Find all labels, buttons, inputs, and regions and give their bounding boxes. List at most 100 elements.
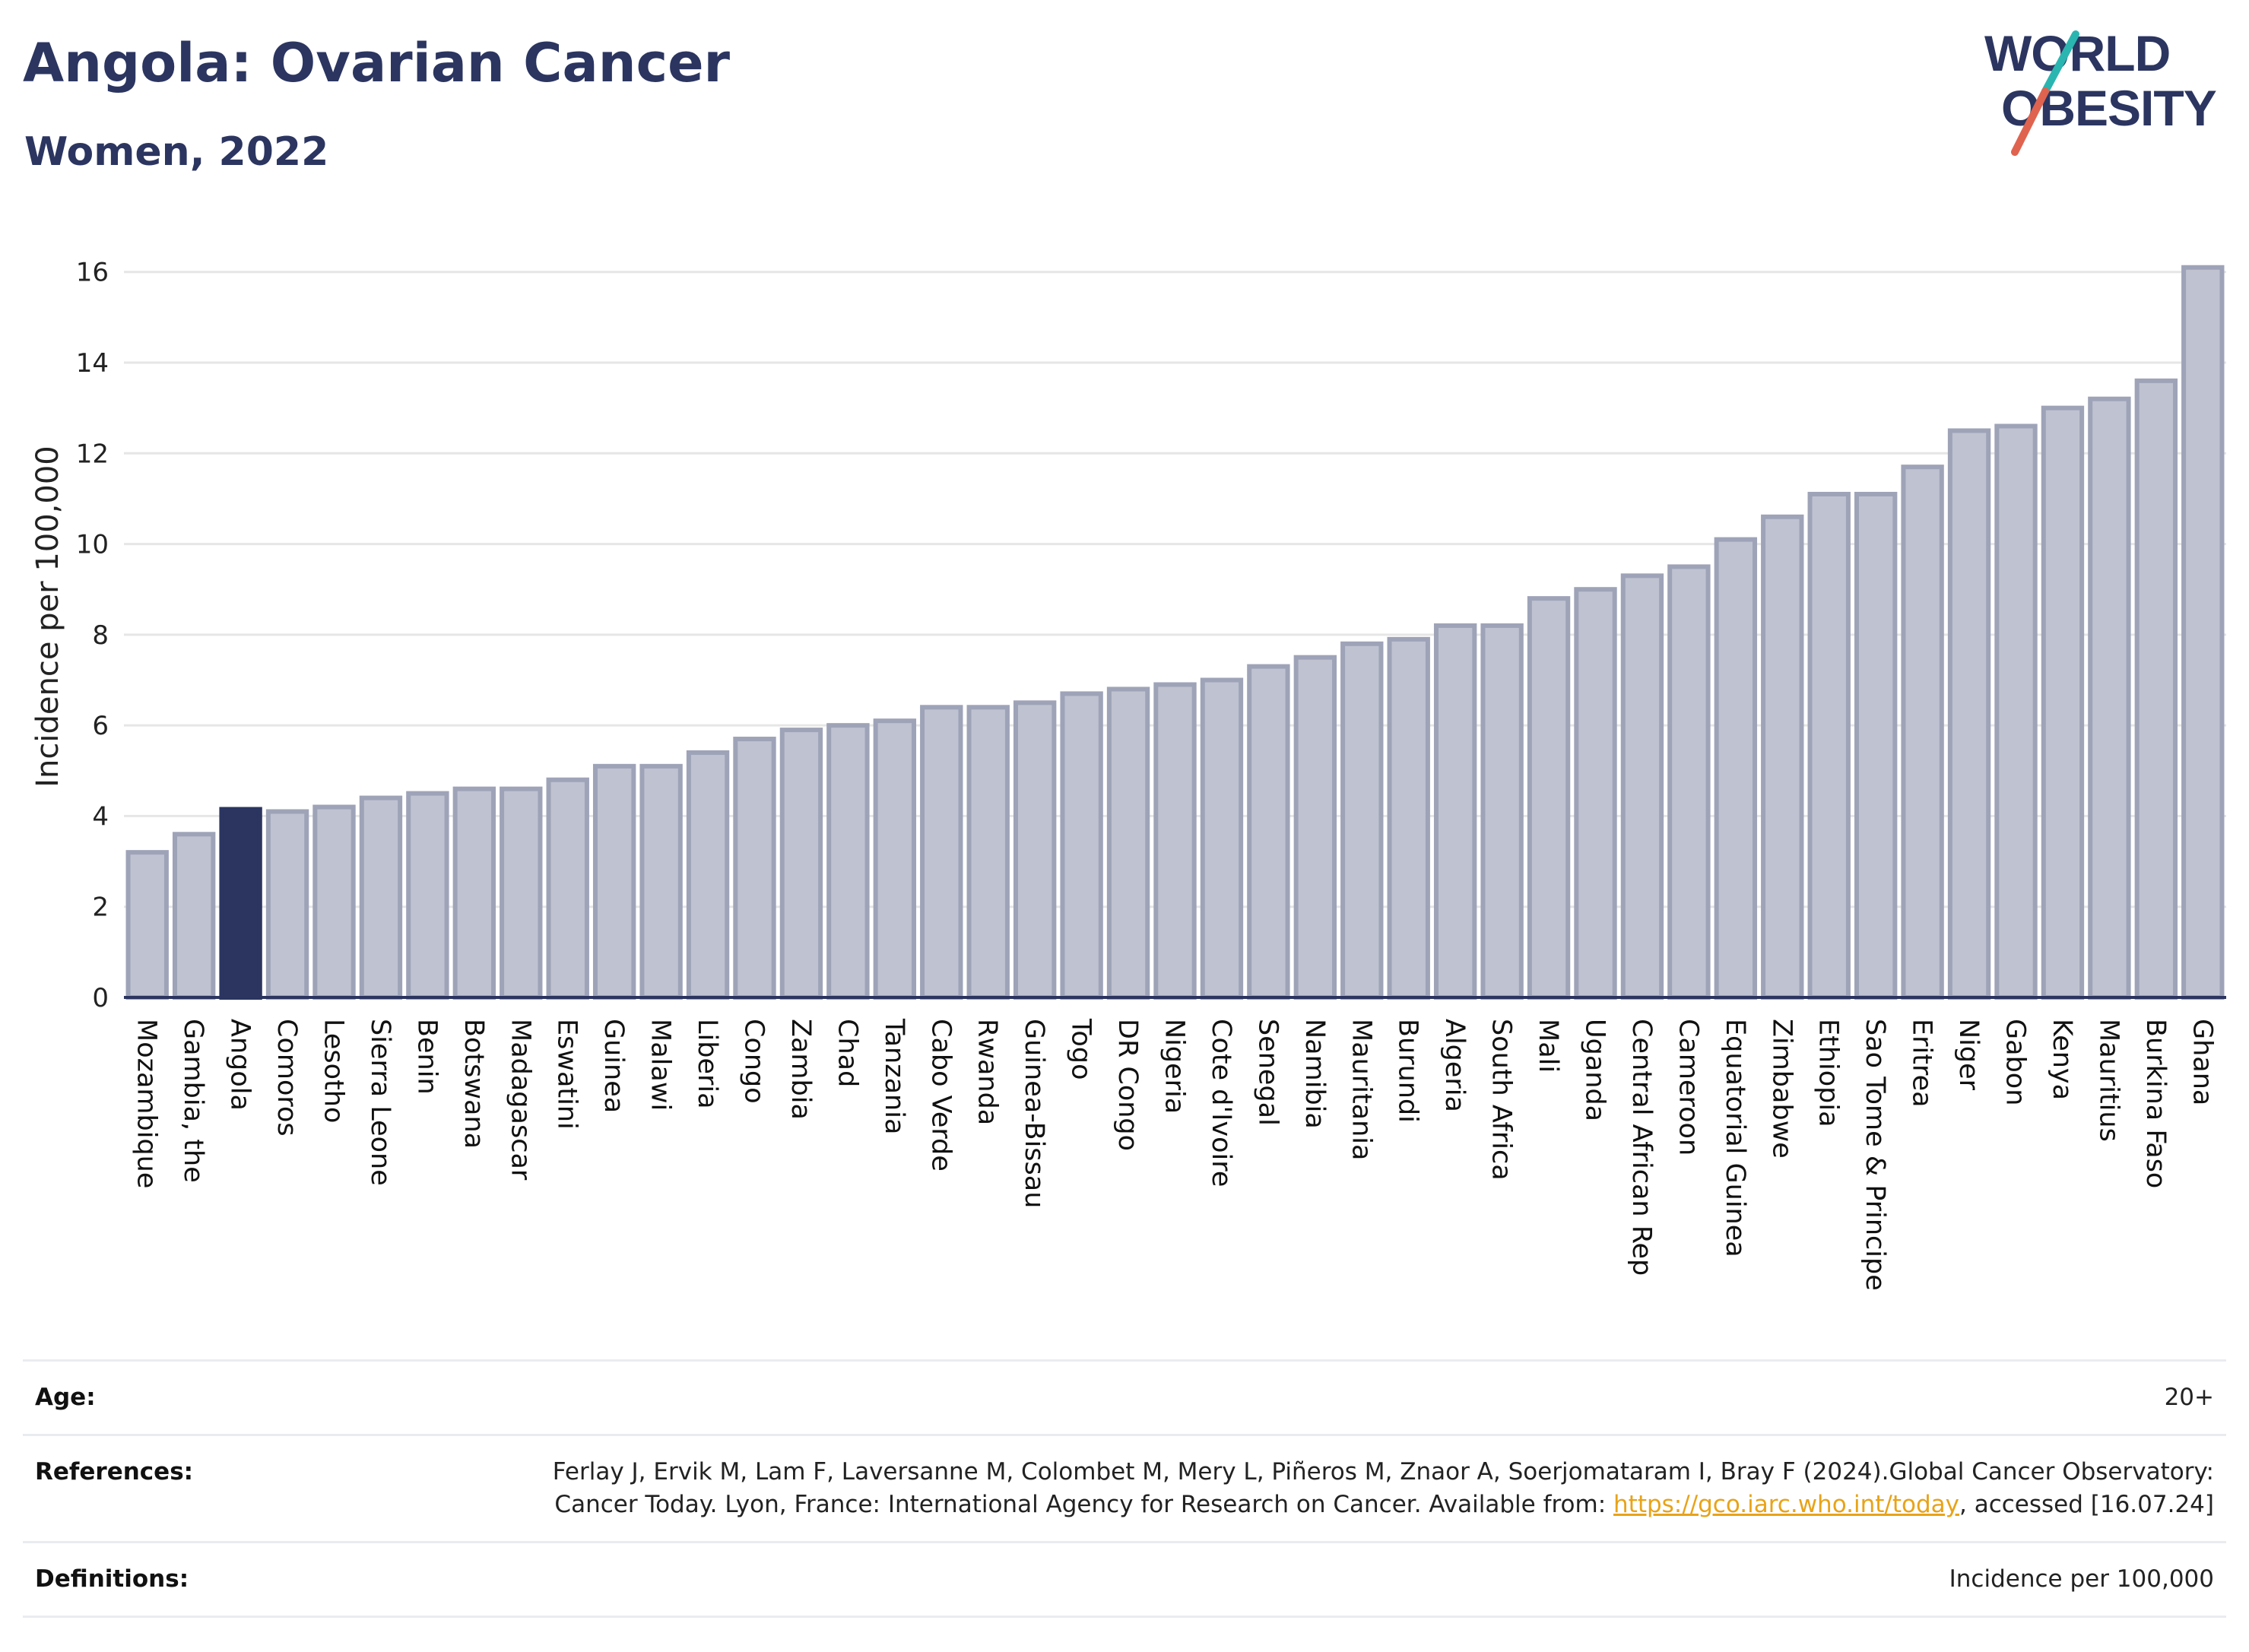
bar: [1901, 465, 1944, 1000]
bar: [1527, 596, 1571, 1000]
bar: [1854, 491, 1898, 1000]
x-tick-label: Mozambique: [132, 1019, 162, 1188]
x-tick-label: Cote d'Ivoire: [1206, 1019, 1236, 1187]
x-tick-label: Algeria: [1439, 1019, 1470, 1112]
info-value-definitions: Incidence per 100,000: [1949, 1565, 2214, 1593]
x-tick-label: Madagascar: [505, 1019, 535, 1181]
references-suffix: , accessed [16.07.24]: [1959, 1491, 2214, 1518]
x-tick-label: Botswana: [458, 1019, 489, 1149]
x-tick-label: Equatorial Guinea: [1720, 1019, 1750, 1257]
x-tick-label: Chad: [832, 1019, 862, 1087]
y-tick-label: 12: [76, 439, 109, 469]
x-tick-label: Mauritius: [2093, 1019, 2124, 1142]
y-tick-label: 0: [92, 983, 109, 1013]
x-tick-label: Cabo Verde: [925, 1019, 956, 1172]
bar: [1340, 641, 1384, 1000]
x-tick-label: Niger: [1953, 1019, 1984, 1091]
x-tick-label: Nigeria: [1159, 1019, 1190, 1114]
bar: [312, 804, 356, 1000]
bar: [1667, 564, 1711, 1000]
x-tick-label: Namibia: [1299, 1019, 1330, 1129]
references-link[interactable]: https://gco.iarc.who.int/today: [1613, 1491, 1959, 1518]
bar: [1106, 686, 1150, 1000]
y-tick-label: 16: [76, 258, 109, 288]
bar: [966, 705, 1010, 1000]
bar: [406, 791, 449, 1000]
x-tick-label: Liberia: [692, 1019, 722, 1109]
bar: [1293, 655, 1337, 1000]
bar: [2041, 405, 2085, 1000]
bar-chart: 0 2 4 6 8 10 12 14 16 Incidence per 100,000 Mozamb…: [30, 258, 2226, 1291]
x-tick-label: Togo: [1066, 1018, 1096, 1080]
x-tick-label: DR Congo: [1112, 1019, 1143, 1151]
x-tick-label: Malawi: [646, 1019, 676, 1111]
bar: [1433, 623, 1477, 1000]
bar: [1761, 514, 1804, 1000]
info-value-age: 20+: [2164, 1384, 2214, 1411]
bar: [1947, 428, 1991, 1000]
bar: [639, 763, 683, 1000]
x-tick-label: Benin: [411, 1019, 442, 1095]
bar: [1153, 682, 1197, 1000]
x-tick-label: Mauritania: [1346, 1019, 1376, 1160]
x-tick-label: Burkina Faso: [2140, 1019, 2171, 1188]
bar: [1994, 423, 2038, 1000]
x-tick-label: Sierra Leone: [365, 1019, 395, 1186]
y-tick-label: 2: [92, 893, 109, 923]
x-tick-label: Zambia: [785, 1019, 816, 1120]
page-subtitle: Women, 2022: [24, 129, 329, 175]
world-obesity-logo: WORLD OBESITY: [1984, 25, 2217, 156]
bar: [546, 777, 589, 1000]
logo-slash-top: [2041, 30, 2079, 95]
bar: [779, 728, 823, 1000]
bar: [733, 737, 776, 1000]
page-title: Angola: Ovarian Cancer: [23, 32, 731, 94]
x-tick-label: Mali: [1533, 1019, 1563, 1073]
x-tick-label: Senegal: [1252, 1019, 1283, 1126]
bar: [920, 705, 963, 1000]
x-tick-label: Burundi: [1393, 1019, 1423, 1123]
x-tick-label: Lesotho: [319, 1019, 349, 1123]
info-key-references: References:: [35, 1458, 194, 1486]
y-tick-label: 8: [92, 620, 109, 651]
x-tick-label: Ghana: [2187, 1019, 2217, 1105]
x-tick-label: Angola: [225, 1019, 255, 1111]
x-tick-label: Cameroon: [1673, 1019, 1703, 1156]
y-tick-label: 14: [76, 348, 109, 379]
x-tick-label: Guinea: [598, 1019, 629, 1113]
x-tick-label: Eritrea: [1907, 1019, 1937, 1108]
info-key-age: Age:: [35, 1384, 96, 1411]
x-tick-label: Guinea-Bissau: [1019, 1019, 1049, 1208]
info-value-references: Ferlay J, Ervik M, Lam F, Laversanne M, …: [465, 1456, 2214, 1521]
bar: [686, 750, 730, 1000]
x-tick-label: South Africa: [1486, 1019, 1517, 1181]
bar: [219, 807, 262, 1000]
bar: [2088, 396, 2131, 1000]
x-tick-label: Kenya: [2047, 1019, 2077, 1100]
x-tick-label: Ethiopia: [1813, 1019, 1844, 1127]
bar: [873, 718, 917, 1000]
x-tick-label: Uganda: [1580, 1019, 1610, 1121]
references-text: Ferlay J, Ervik M, Lam F, Laversanne M, …: [552, 1458, 2214, 1518]
bar: [1013, 700, 1057, 1000]
logo-slash-bottom: [2011, 87, 2049, 156]
info-table: Age: 20+ References: Ferlay J, Ervik M, …: [23, 1359, 2226, 1618]
bar: [1387, 636, 1430, 1000]
y-tick-label: 10: [76, 530, 109, 560]
bar: [1200, 677, 1244, 1000]
x-tick-label: Tanzania: [879, 1018, 909, 1134]
bar: [1714, 537, 1758, 1000]
y-axis-label: Incidence per 100,000: [30, 446, 65, 788]
bar: [1574, 587, 1617, 1000]
bar: [359, 795, 403, 1000]
info-row-definitions: Definitions: Incidence per 100,000: [23, 1543, 2226, 1618]
x-tick-label: Congo: [739, 1019, 769, 1104]
bar: [2181, 265, 2225, 1000]
bar: [172, 832, 216, 1000]
info-row-age: Age: 20+: [23, 1362, 2226, 1436]
x-tick-label: Eswatini: [552, 1019, 582, 1130]
bar: [826, 723, 870, 1000]
bar: [125, 850, 169, 1000]
x-tick-label: Rwanda: [972, 1019, 1003, 1125]
info-key-definitions: Definitions:: [35, 1565, 189, 1593]
